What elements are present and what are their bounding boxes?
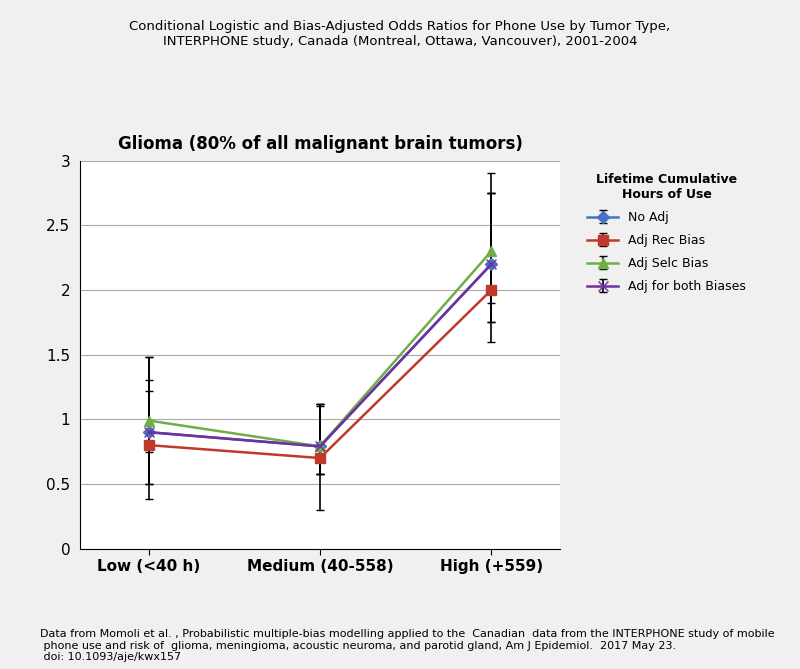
Legend: No Adj, Adj Rec Bias, Adj Selc Bias, Adj for both Biases: No Adj, Adj Rec Bias, Adj Selc Bias, Adj…	[581, 167, 752, 299]
Text: Conditional Logistic and Bias-Adjusted Odds Ratios for Phone Use by Tumor Type,
: Conditional Logistic and Bias-Adjusted O…	[130, 20, 670, 48]
Text: Data from Momoli et al. , Probabilistic multiple-bias modelling applied to the  : Data from Momoli et al. , Probabilistic …	[40, 629, 774, 662]
Title: Glioma (80% of all malignant brain tumors): Glioma (80% of all malignant brain tumor…	[118, 135, 522, 153]
